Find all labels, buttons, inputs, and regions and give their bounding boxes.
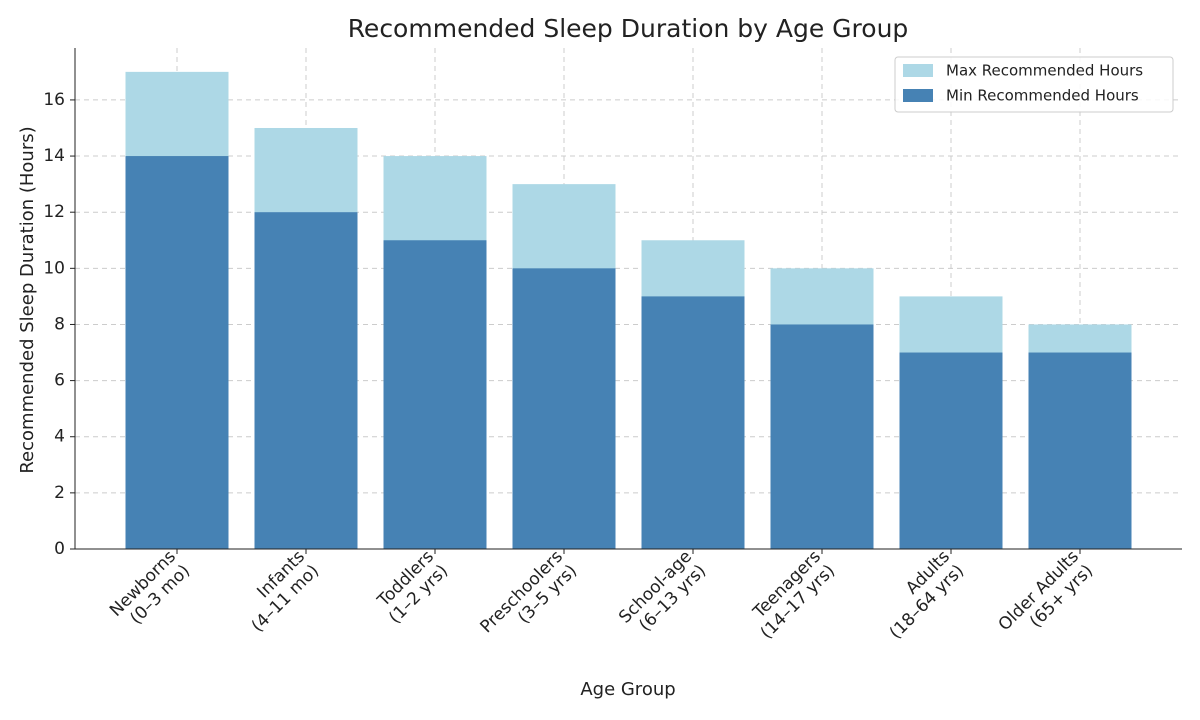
- y-tick-label: 16: [43, 90, 65, 110]
- bar: [1028, 352, 1132, 549]
- y-tick-label: 12: [43, 202, 65, 222]
- legend-label: Max Recommended Hours: [946, 62, 1143, 80]
- grid: [75, 48, 1182, 550]
- x-tick-label: Older Adults(65+ yrs): [995, 547, 1098, 650]
- bar: [512, 268, 616, 549]
- legend: Max Recommended Hours Min Recommended Hou…: [894, 56, 1174, 113]
- y-tick-label: 10: [43, 258, 65, 278]
- x-tick-label: Infants(4–11 mo): [234, 547, 324, 637]
- bar: [899, 352, 1003, 549]
- x-tick-label: Adults(18–64 yrs): [872, 547, 969, 644]
- x-tick-label: Teenagers(14–17 yrs): [743, 547, 840, 644]
- x-tick-label: School-age(6–13 yrs): [615, 547, 710, 642]
- y-tick-label: 8: [54, 314, 65, 334]
- x-tick-label: Preschoolers(3–5 yrs): [477, 547, 582, 652]
- bar: [383, 240, 487, 549]
- x-axis-label: Age Group: [580, 679, 675, 700]
- y-tick-label: 6: [54, 371, 65, 391]
- x-tick-label: Toddlers(1–2 yrs): [371, 547, 452, 628]
- legend-swatch: [903, 89, 933, 102]
- bar: [125, 156, 229, 549]
- y-axis-label: Recommended Sleep Duration (Hours): [17, 126, 38, 473]
- legend-swatch: [903, 64, 933, 77]
- y-tick-label: 2: [54, 483, 65, 503]
- x-tick-label: Newborns(0–3 mo): [106, 547, 194, 635]
- y-tick-label: 14: [43, 146, 65, 166]
- bar: [770, 324, 874, 549]
- legend-frame: [894, 56, 1174, 113]
- chart-title: Recommended Sleep Duration by Age Group: [348, 14, 909, 43]
- y-tick-label: 0: [54, 539, 65, 559]
- legend-label: Min Recommended Hours: [946, 87, 1139, 105]
- y-tick-label: 4: [54, 427, 65, 447]
- bar: [641, 296, 745, 549]
- bar: [254, 212, 358, 549]
